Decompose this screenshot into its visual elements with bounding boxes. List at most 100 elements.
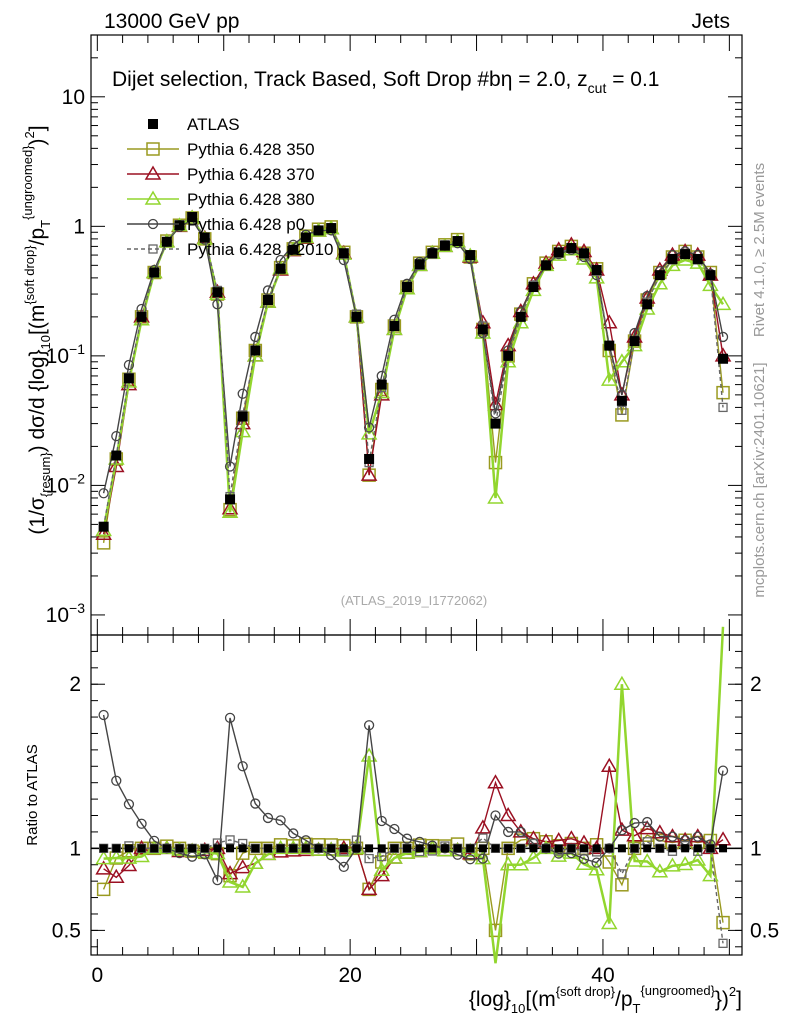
legend-marker-p350 xyxy=(146,142,160,156)
ratio-point-p2010 xyxy=(718,938,728,948)
ratio-point-p2010 xyxy=(225,835,235,845)
main-point-atlas xyxy=(288,244,299,255)
ratio-y-tick-label-right: 1 xyxy=(750,837,762,860)
main-point-atlas xyxy=(111,450,122,461)
ratio-point-p0 xyxy=(692,831,703,842)
ratio-point-atlas xyxy=(377,844,386,853)
main-point-atlas xyxy=(490,418,501,429)
ratio-point-atlas xyxy=(124,844,133,853)
ratio-point-atlas xyxy=(365,844,374,853)
ratio-y-tick-label: 2 xyxy=(69,673,81,696)
main-point-atlas xyxy=(465,250,476,261)
ratio-point-p380 xyxy=(613,675,631,690)
ratio-point-atlas xyxy=(327,844,336,853)
ratio-point-p370 xyxy=(499,807,517,822)
ratio-point-p0 xyxy=(98,709,109,721)
ratio-point-p380 xyxy=(499,856,517,871)
ratio-point-p370 xyxy=(107,868,125,884)
main-point-p0 xyxy=(123,359,135,371)
ratio-point-p380 xyxy=(588,861,605,876)
main-point-p380 xyxy=(221,503,239,519)
ratio-point-p380 xyxy=(600,915,618,930)
main-point-p2010 xyxy=(617,405,627,415)
main-point-atlas xyxy=(642,299,653,310)
main-point-atlas xyxy=(300,232,311,243)
ratio-point-atlas xyxy=(681,844,690,853)
main-point-atlas xyxy=(566,243,577,254)
main-point-atlas xyxy=(718,353,729,364)
ratio-point-atlas xyxy=(213,844,222,853)
ratio-point-p0 xyxy=(502,826,514,838)
main-point-p0 xyxy=(717,331,729,343)
main-point-atlas xyxy=(149,267,160,278)
ratio-point-p380 xyxy=(373,861,391,876)
ratio-point-p0 xyxy=(515,826,526,838)
ratio-point-p370 xyxy=(120,856,138,872)
main-point-atlas xyxy=(275,263,286,274)
legend-item-atlas: ATLAS xyxy=(148,115,240,134)
ratio-point-p380 xyxy=(247,854,264,870)
main-point-atlas xyxy=(604,340,615,351)
ratio-point-p0 xyxy=(465,854,476,865)
legend-marker-p380 xyxy=(144,190,162,205)
main-point-p0 xyxy=(250,331,261,343)
main-point-atlas xyxy=(326,223,337,234)
main-y-tick-label: 10−2 xyxy=(46,470,86,497)
rivet-version-label: Rivet 4.1.0, ≥ 2.5M events xyxy=(751,163,768,337)
main-y-tick-label: 10 xyxy=(62,86,85,109)
main-point-atlas xyxy=(199,232,210,243)
main-y-axis-label: (1/σ{resum}) dσ/d {log}10[(m{soft drop}/… xyxy=(20,125,53,534)
title-lead: Dijet selection, Track Based, Soft Drop … xyxy=(112,68,501,91)
ratio-point-p370 xyxy=(487,774,504,789)
main-point-p370 xyxy=(360,466,378,481)
legend-item-p350: Pythia 6.428 350 xyxy=(127,140,315,159)
ratio-y-axis-label: Ratio to ATLAS xyxy=(24,744,41,845)
main-point-atlas xyxy=(313,225,324,236)
main-point-atlas xyxy=(123,373,134,384)
ratio-point-atlas xyxy=(112,844,121,853)
ratio-point-atlas xyxy=(478,844,487,853)
ratio-point-atlas xyxy=(276,844,285,853)
ratio-point-atlas xyxy=(314,844,323,853)
ratio-point-atlas xyxy=(403,844,412,853)
main-point-atlas xyxy=(187,212,198,223)
legend-label-p0: Pythia 6.428 p0 xyxy=(187,215,305,234)
ratio-point-p370 xyxy=(360,880,378,896)
analysis-watermark: (ATLAS_2019_I1772062) xyxy=(341,593,487,608)
main-point-p0 xyxy=(111,431,122,442)
ratio-point-p0 xyxy=(591,857,602,868)
main-point-p380 xyxy=(714,295,732,311)
main-point-atlas xyxy=(578,248,589,259)
main-point-p370 xyxy=(373,386,391,401)
main-point-atlas xyxy=(161,236,172,247)
legend-marker-p2010 xyxy=(148,244,158,254)
ratio-point-atlas xyxy=(162,844,171,853)
ratio-point-p370 xyxy=(95,860,112,875)
main-point-atlas xyxy=(364,453,375,464)
ratio-point-atlas xyxy=(617,844,626,853)
ratio-point-atlas xyxy=(440,844,449,853)
legend-label-p370: Pythia 6.428 370 xyxy=(187,165,315,184)
title-tail: = 0.1 xyxy=(606,68,659,91)
main-point-atlas xyxy=(528,282,539,293)
x-tick-label: 20 xyxy=(338,964,361,987)
main-point-atlas xyxy=(402,282,413,293)
main-point-p350 xyxy=(488,455,503,470)
ratio-point-p2010 xyxy=(351,835,362,845)
ratio-point-p380 xyxy=(95,850,112,865)
main-point-atlas xyxy=(439,240,450,251)
ratio-point-p370 xyxy=(600,757,618,773)
ratio-point-atlas xyxy=(579,844,588,853)
main-point-atlas xyxy=(667,253,678,264)
ratio-point-atlas xyxy=(251,844,260,853)
ratio-point-p0 xyxy=(616,824,628,836)
main-point-atlas xyxy=(503,350,514,361)
main-point-p0 xyxy=(490,408,501,419)
ratio-point-p0 xyxy=(629,817,640,829)
legend-marker-p370 xyxy=(144,165,162,180)
ratio-point-p0 xyxy=(237,761,248,772)
ratio-point-p380 xyxy=(626,852,643,867)
main-point-atlas xyxy=(616,395,627,406)
ratio-point-p380 xyxy=(133,848,150,863)
ratio-point-atlas xyxy=(719,844,728,853)
